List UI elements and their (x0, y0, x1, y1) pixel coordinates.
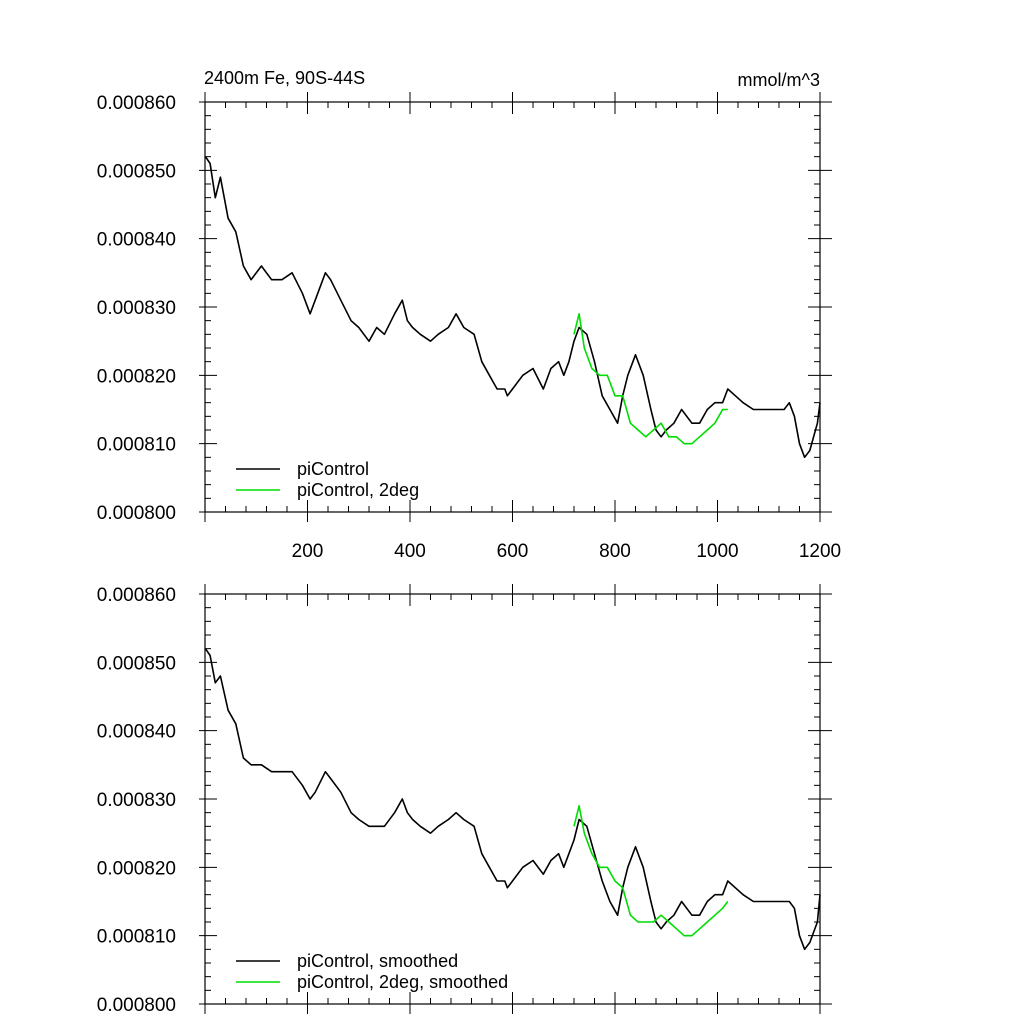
bottom-panel-legend: piControl, smoothed piControl, 2deg, smo… (236, 951, 508, 992)
y-tick-label: 0.000840 (97, 230, 176, 251)
series-line-picontrol (204, 156, 821, 459)
top-panel-series (204, 156, 821, 459)
legend-label-picontrol: piControl (297, 459, 369, 479)
top-panel-ticks (199, 92, 832, 522)
y-tick-label: 0.000800 (97, 995, 176, 1016)
bottom-panel-ticks (199, 584, 832, 1014)
y-tick-label: 0.000830 (97, 790, 176, 811)
bottom-panel-series (204, 648, 821, 951)
y-tick-label: 0.000860 (97, 585, 176, 606)
x-tick-label: 800 (599, 541, 631, 562)
top-panel-frame (204, 101, 821, 513)
chart-title: 2400m Fe, 90S-44S (204, 68, 365, 88)
y-tick-label: 0.000860 (97, 93, 176, 114)
x-tick-label: 1200 (799, 541, 841, 562)
bottom-panel-frame (204, 593, 821, 1005)
y-tick-label: 0.000810 (97, 435, 176, 456)
units-label: mmol/m^3 (738, 70, 820, 90)
y-tick-label: 0.000830 (97, 298, 176, 319)
x-tick-label: 200 (292, 541, 324, 562)
x-tick-label: 400 (394, 541, 426, 562)
y-tick-label: 0.000820 (97, 366, 176, 387)
top-panel-x-tick-labels: 200 400 600 800 1000 1200 (292, 541, 841, 562)
top-panel-legend: piControl piControl, 2deg (236, 459, 419, 500)
top-panel: 2400m Fe, 90S-44S mmol/m^3 0.0008000.000… (97, 68, 841, 562)
y-tick-label: 0.000850 (97, 653, 176, 674)
y-tick-label: 0.000810 (97, 927, 176, 948)
series-line-picontrol-2deg (573, 312, 728, 445)
bottom-panel-y-tick-labels: 0.000800 0.000810 0.000820 0.000830 0.000840… (97, 585, 176, 1016)
series-line-picontrol-2deg (573, 804, 729, 937)
series-line-picontrol (204, 648, 821, 951)
y-tick-label: 0.000850 (97, 161, 176, 182)
bottom-panel: 0.000800 0.000810 0.000820 0.000830 0.000840… (97, 584, 832, 1016)
x-tick-label: 1000 (696, 541, 738, 562)
y-tick-label: 0.000840 (97, 722, 176, 743)
legend-label-picontrol-2deg: piControl, 2deg (297, 480, 419, 500)
y-tick-label: 0.000800 (97, 503, 176, 524)
y-tick-label: 0.000820 (97, 858, 176, 879)
legend-label-picontrol-smoothed: piControl, smoothed (297, 951, 458, 971)
top-panel-y-tick-labels: 0.000800 0.000810 0.000820 0.000830 0.000840… (97, 93, 176, 524)
x-tick-label: 600 (497, 541, 529, 562)
legend-label-picontrol-2deg-smoothed: piControl, 2deg, smoothed (297, 972, 508, 992)
